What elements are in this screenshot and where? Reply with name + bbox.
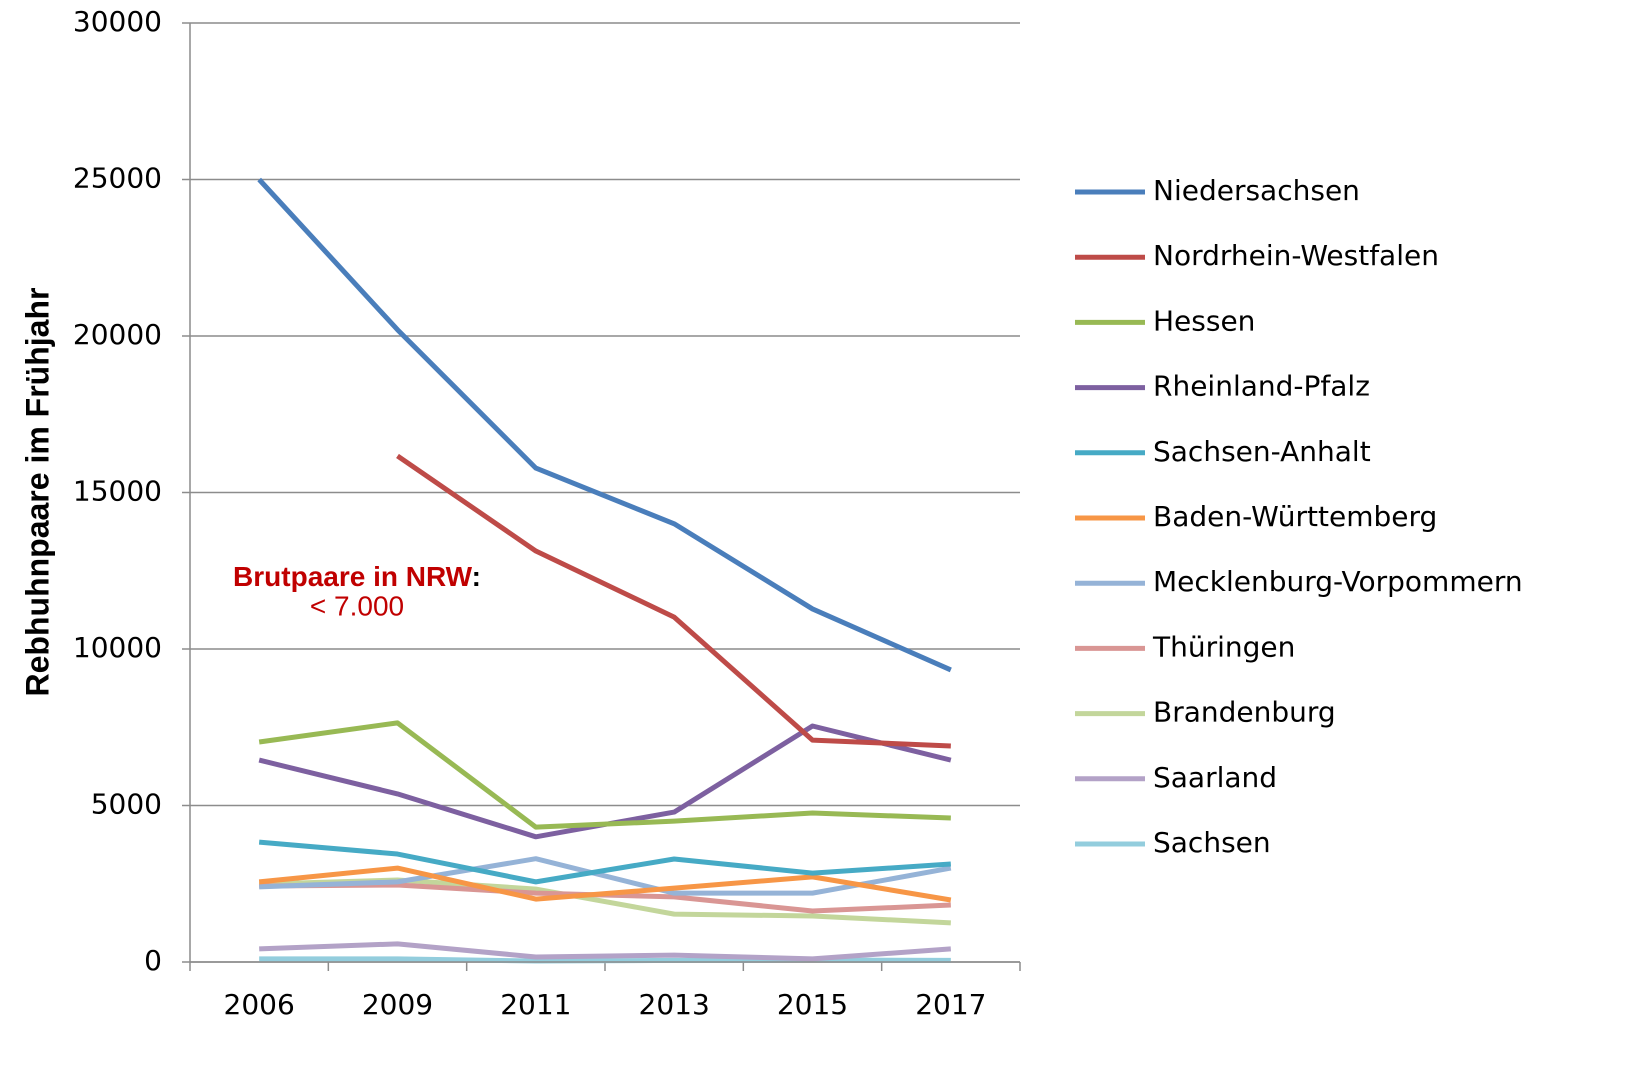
- legend-label: Nordrhein-Westfalen: [1153, 239, 1439, 272]
- series-line: [259, 941, 952, 962]
- legend-label: Sachsen-Anhalt: [1153, 435, 1371, 468]
- legend-label: Baden-Württemberg: [1153, 500, 1437, 533]
- y-tick-label: 20000: [73, 318, 162, 351]
- x-tick-label: 2011: [500, 988, 571, 1021]
- x-tick-label: 2006: [224, 988, 295, 1021]
- legend-label: Hessen: [1153, 304, 1255, 337]
- y-tick-label: 0: [144, 944, 162, 977]
- series-line: [258, 865, 952, 903]
- series-line: [259, 856, 952, 896]
- annotation: Brutpaare in NRW:: [233, 561, 481, 592]
- series-line: [257, 177, 952, 673]
- y-axis-label: Rebhuhnpaare im Frühjahr: [19, 288, 55, 697]
- x-tick-label: 2009: [362, 988, 433, 1021]
- x-tick-label: 2015: [777, 988, 848, 1021]
- series-line: [258, 720, 951, 830]
- series-line: [258, 839, 951, 885]
- series-line: [259, 956, 951, 964]
- annotation-colon: :: [472, 561, 481, 592]
- y-tick-label: 5000: [91, 788, 162, 821]
- legend-label: Sachsen: [1153, 826, 1271, 859]
- legend-label: Brandenburg: [1153, 696, 1336, 729]
- y-tick-label: 30000: [73, 5, 162, 38]
- series-line: [396, 453, 951, 749]
- legend-label: Niedersachsen: [1153, 174, 1360, 207]
- annotation-value: < 7.000: [310, 590, 404, 621]
- annotation-highlight: Brutpaare in NRW: [233, 561, 473, 592]
- y-tick-label: 15000: [73, 475, 162, 508]
- legend-label: Saarland: [1153, 761, 1277, 794]
- legend-label: Rheinland-Pfalz: [1153, 370, 1370, 403]
- legend-label: Mecklenburg-Vorpommern: [1153, 565, 1523, 598]
- legend-label: Thüringen: [1152, 630, 1295, 663]
- x-tick-label: 2017: [915, 988, 986, 1021]
- y-tick-label: 10000: [73, 631, 162, 664]
- x-tick-label: 2013: [639, 988, 710, 1021]
- y-tick-label: 25000: [73, 162, 162, 195]
